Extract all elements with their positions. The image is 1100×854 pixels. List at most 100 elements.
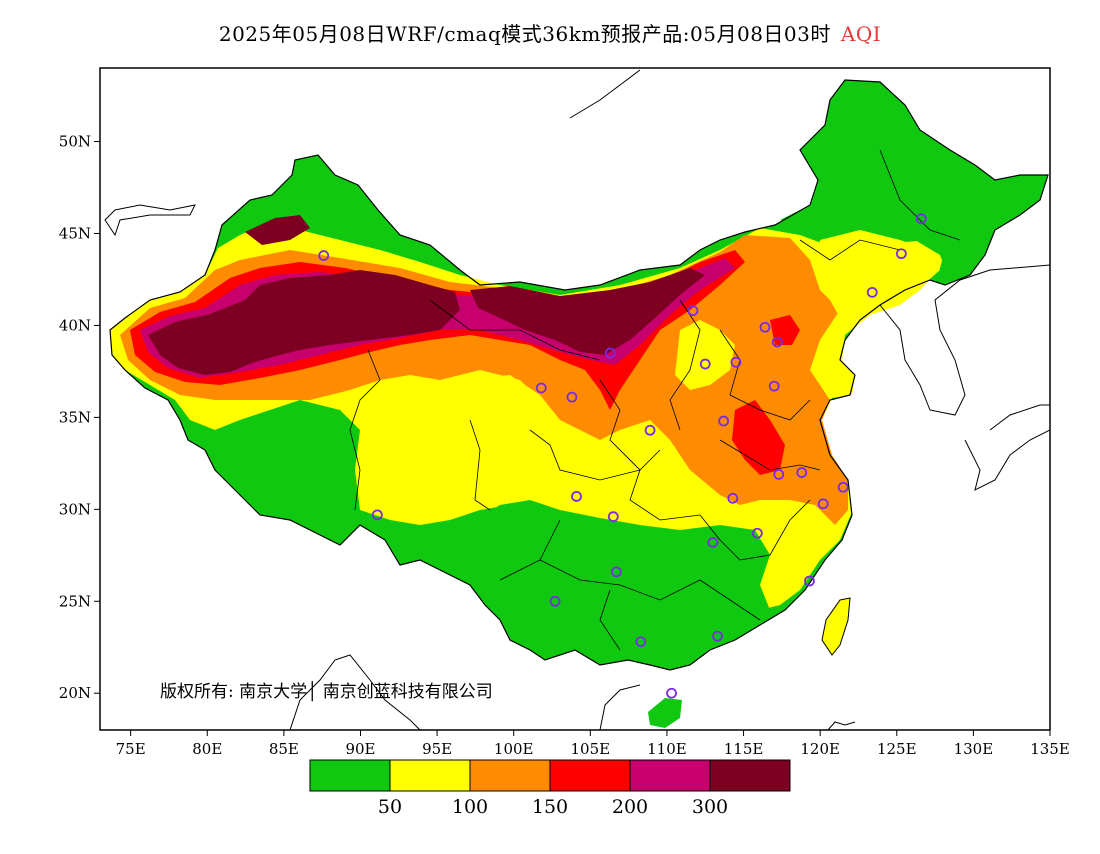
x-tick-label: 90E	[345, 740, 375, 758]
x-tick-label: 125E	[877, 740, 917, 758]
province-line-8	[699, 499, 811, 561]
province-line-1	[349, 349, 381, 511]
coastlines	[104, 69, 1050, 730]
province-line-7	[719, 439, 821, 471]
aqi-field	[110, 80, 1048, 728]
indochina-coast	[599, 684, 641, 730]
x-tick-label: 85E	[269, 740, 299, 758]
title-text: 2025年05月08日WRF/cmaq模式36km预报产品:05月08日03时	[218, 22, 831, 46]
aqi-zone-green-dzungaria	[292, 155, 372, 212]
y-tick-label: 25N	[59, 592, 91, 610]
japan-coast	[964, 429, 1050, 491]
city-station-marker	[535, 382, 547, 394]
x-tick-label: 95E	[422, 740, 452, 758]
x-tick-label: 80E	[192, 740, 222, 758]
x-tick-label: 130E	[954, 740, 994, 758]
x-tick-label: 100E	[494, 740, 534, 758]
legend-label: 300	[692, 796, 728, 818]
x-tick-label: 135E	[1030, 740, 1070, 758]
city-station-marker	[604, 347, 616, 359]
city-station-marker	[566, 391, 578, 403]
aqi-zone-green-tibet	[188, 405, 355, 508]
city-station-marker	[796, 467, 808, 478]
y-tick-label: 45N	[59, 225, 91, 243]
aqi-zone-maroon-tarim	[148, 270, 460, 375]
y-tick-label: 50N	[59, 133, 91, 151]
legend-swatch-3	[469, 759, 551, 792]
aqi-zone-yellow-central	[420, 375, 610, 495]
city-station-marker	[318, 250, 330, 261]
kamchatka-coast	[569, 69, 641, 119]
x-tick-label: 115E	[724, 740, 764, 758]
legend-swatch-4	[549, 759, 631, 792]
hainan-island	[648, 698, 682, 728]
legend: 50 100 150 200 300	[309, 759, 791, 818]
city-station-marker	[804, 575, 815, 587]
legend-swatch-5	[629, 759, 711, 792]
city-station-marker	[549, 595, 561, 607]
aqi-zone-green-south	[430, 500, 770, 670]
luzon-coast	[827, 721, 856, 730]
legend-label: 200	[612, 796, 648, 818]
kazakh-lake	[104, 204, 196, 237]
aqi-zone-maroon-dzungaria	[245, 215, 310, 245]
taiwan-island	[821, 597, 851, 656]
korea-coast	[879, 264, 1050, 416]
city-station-marker	[644, 424, 656, 436]
legend-label: 150	[532, 796, 568, 818]
y-tick-label: 30N	[59, 500, 91, 518]
legend-swatch-2	[389, 759, 471, 792]
japan-coast-2	[989, 404, 1050, 431]
city-station-marker	[866, 286, 878, 298]
city-station-marker	[817, 498, 829, 510]
province-line-6	[719, 329, 811, 421]
x-axis: 75E 80E 85E 90E 95E 100E 105E 110E 115E 120E 125E 1…	[116, 730, 1070, 758]
province-line-9	[539, 559, 761, 621]
copyright-text: 版权所有: 南京大学│ 南京创蓝科技有限公司	[160, 681, 493, 702]
city-station-marker	[712, 630, 723, 642]
city-station-marker	[610, 566, 622, 578]
city-station-marker	[707, 537, 719, 548]
city-station-marker	[666, 687, 677, 699]
x-tick-label: 105E	[571, 740, 611, 758]
province-line-11	[499, 519, 561, 581]
city-station-marker	[607, 511, 619, 523]
city-station-marker	[759, 321, 771, 333]
aqi-zone-yellow-northchina	[675, 320, 735, 390]
boundary-lines	[109, 79, 1049, 671]
y-tick-label: 35N	[59, 408, 91, 426]
city-station-marker	[751, 527, 763, 539]
aqi-zone-maroon-gobi	[470, 268, 705, 355]
x-tick-label: 120E	[800, 740, 840, 758]
city-station-marker	[687, 305, 699, 317]
china-border	[109, 79, 1049, 671]
city-station-marker	[730, 356, 742, 368]
city-station-marker	[718, 415, 730, 427]
legend-swatch-6	[709, 759, 791, 792]
station-markers	[318, 213, 927, 699]
y-tick-label: 20N	[59, 684, 91, 702]
city-station-marker	[768, 380, 780, 392]
x-tick-label: 75E	[116, 740, 146, 758]
y-axis: 50N 45N 40N 35N 30N 25N 20N	[59, 133, 100, 702]
province-line-4	[599, 379, 701, 521]
province-line-3	[529, 429, 661, 481]
city-station-marker	[635, 636, 647, 648]
myanmar-coast	[289, 654, 421, 730]
variable-label: AQI	[840, 22, 882, 46]
city-station-marker	[837, 481, 849, 493]
city-station-marker	[727, 492, 739, 504]
province-line-5	[669, 299, 701, 431]
legend-label: 50	[378, 796, 402, 818]
province-line-10	[599, 589, 621, 651]
legend-swatch-1	[309, 759, 391, 792]
province-line-14	[429, 299, 601, 361]
aqi-zone-yellow-liaoning	[815, 230, 940, 318]
legend-label: 100	[452, 796, 488, 818]
x-tick-label: 110E	[647, 740, 687, 758]
map-frame	[99, 67, 1051, 731]
province-line-2	[469, 419, 491, 511]
city-station-marker	[371, 509, 383, 521]
city-station-marker	[915, 213, 927, 225]
